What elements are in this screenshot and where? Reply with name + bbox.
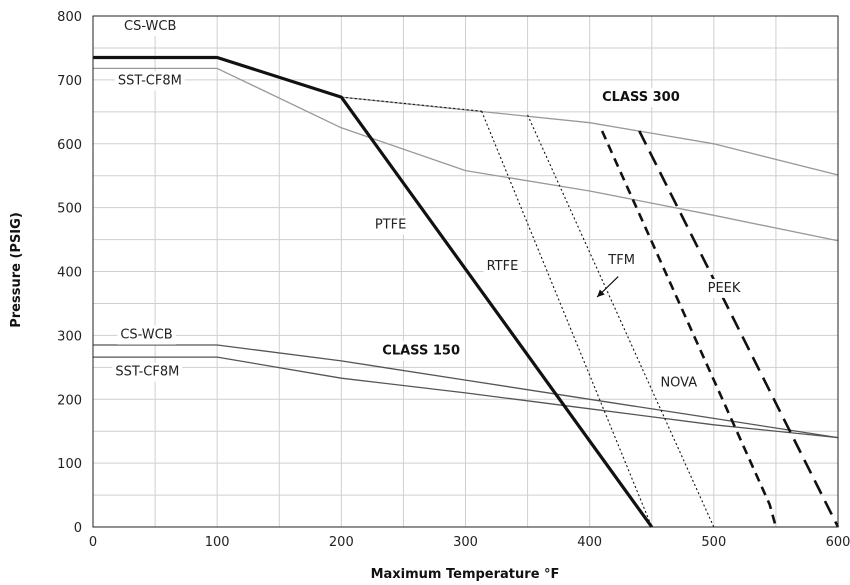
- y-tick-label: 600: [57, 138, 82, 153]
- x-tick-label: 400: [577, 535, 602, 550]
- y-tick-label: 100: [57, 457, 82, 472]
- annotation-background: [379, 341, 464, 361]
- annotation-peek: PEEK: [708, 281, 741, 296]
- annotation-class-150: CLASS 150: [382, 344, 460, 359]
- tfm-line: [600, 130, 778, 528]
- peek-line: [638, 130, 840, 528]
- cs-wcb-line: [93, 344, 839, 439]
- annotation-nova: NOVA: [660, 375, 697, 390]
- annotation-rtfe: RTFE: [487, 259, 519, 274]
- segment-line: [341, 96, 482, 112]
- annotation-background: [112, 362, 183, 382]
- y-axis-title: Pressure (PSIG): [9, 212, 24, 328]
- annotation-background: [117, 325, 176, 345]
- x-tick-label: 0: [89, 535, 97, 550]
- annotation-background: [704, 278, 744, 298]
- annotation-cs-wcb: CS-WCB: [120, 328, 172, 343]
- y-tick-label: 800: [57, 10, 82, 25]
- x-tick-label: 300: [453, 535, 478, 550]
- annotation-background: [371, 215, 410, 235]
- y-tick-label: 400: [57, 266, 82, 281]
- annotation-background: [121, 17, 180, 37]
- x-tick-label: 500: [701, 535, 726, 550]
- annotation-tfm: TFM: [607, 253, 635, 268]
- tfm-arrow-head: [597, 289, 605, 298]
- annotation-cs-wcb: CS-WCB: [124, 19, 176, 34]
- y-tick-label: 700: [57, 74, 82, 89]
- annotation-sst-cf8m: SST-CF8M: [118, 73, 182, 88]
- sst-cf8m-line: [93, 356, 839, 439]
- ptfe-line: [93, 55, 654, 528]
- series-lines: [93, 55, 840, 528]
- y-tick-label: 300: [57, 329, 82, 344]
- tick-labels: 0 100 200 300 400 500 600 0 100 200 300 400 500 600 70…: [57, 10, 850, 550]
- annotations: CS-WCB SST-CF8M CLASS 300 PTFE RTFE TFM PEEK CS…: [112, 17, 744, 393]
- rtfe-line: [481, 110, 653, 528]
- annotation-class-300: CLASS 300: [602, 90, 680, 105]
- y-tick-label: 500: [57, 202, 82, 217]
- y-tick-label: 200: [57, 393, 82, 408]
- x-axis-title: Maximum Temperature °F: [371, 567, 560, 582]
- x-tick-label: 100: [205, 535, 230, 550]
- annotation-background: [604, 250, 638, 270]
- annotation-ptfe: PTFE: [375, 218, 406, 233]
- annotation-background: [657, 373, 701, 393]
- sst-cf8m-line: [93, 67, 839, 242]
- plot-frame: [92, 15, 839, 528]
- annotation-sst-cf8m: SST-CF8M: [115, 365, 179, 380]
- y-tick-label: 0: [74, 521, 82, 536]
- x-tick-label: 200: [329, 535, 354, 550]
- annotation-background: [599, 87, 683, 107]
- x-tick-label: 600: [826, 535, 850, 550]
- annotation-background: [114, 71, 185, 91]
- annotation-background: [483, 257, 522, 277]
- nova-line: [527, 114, 715, 528]
